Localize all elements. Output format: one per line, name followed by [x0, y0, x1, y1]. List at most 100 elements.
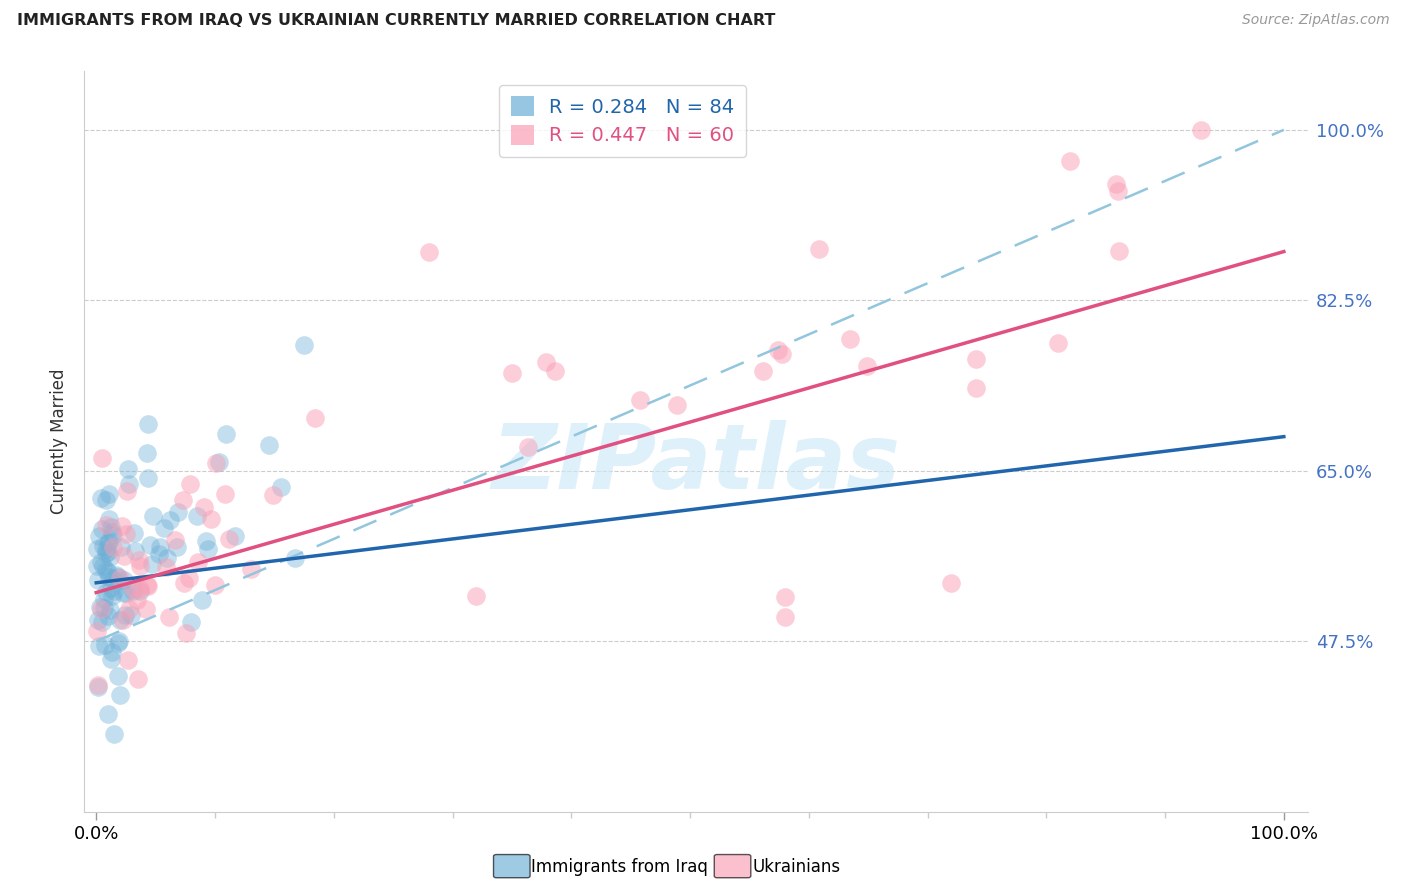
Point: [93, 638, 115, 652]
Point: [125, 593, 148, 607]
Point: [101, 527, 124, 541]
Point: [115, 527, 138, 541]
Point: [107, 570, 129, 584]
Point: [100, 652, 122, 666]
Point: [166, 504, 188, 518]
Point: [114, 608, 136, 623]
Point: [172, 493, 194, 508]
Point: [128, 558, 150, 573]
Point: [117, 476, 139, 491]
Point: [112, 549, 135, 564]
Point: [544, 364, 567, 378]
Point: [517, 440, 540, 454]
Point: [97, 487, 120, 501]
Point: [193, 500, 215, 515]
Point: [108, 571, 131, 585]
Point: [752, 364, 775, 378]
Point: [156, 551, 179, 566]
Point: [101, 645, 124, 659]
Point: [90, 615, 112, 629]
Text: IMMIGRANTS FROM IRAQ VS UKRAINIAN CURRENTLY MARRIED CORRELATION CHART: IMMIGRANTS FROM IRAQ VS UKRAINIAN CURREN…: [17, 13, 775, 29]
Point: [773, 610, 796, 624]
Point: [101, 589, 124, 603]
Point: [179, 477, 201, 491]
Point: [215, 427, 238, 442]
Point: [108, 688, 131, 702]
Point: [766, 343, 789, 357]
Point: [159, 513, 181, 527]
Point: [110, 540, 132, 554]
Point: [94, 542, 117, 557]
Point: [129, 584, 152, 599]
Point: [1059, 153, 1081, 168]
Point: [157, 610, 180, 624]
Point: [1047, 336, 1070, 351]
Point: [129, 582, 152, 596]
Point: [89, 529, 111, 543]
Point: [856, 359, 879, 374]
Point: [89, 599, 111, 614]
Point: [97, 545, 120, 559]
Point: [87, 680, 110, 694]
Y-axis label: Currently Married: Currently Married: [51, 368, 69, 515]
Point: [262, 488, 284, 502]
Point: [136, 417, 159, 431]
Point: [204, 578, 226, 592]
Point: [89, 640, 111, 654]
Point: [103, 572, 125, 586]
Point: [965, 381, 987, 395]
Point: [174, 626, 197, 640]
Point: [100, 581, 122, 595]
Point: [141, 557, 163, 571]
Point: [124, 544, 146, 558]
Point: [205, 456, 228, 470]
Text: Ukrainians: Ukrainians: [752, 858, 841, 876]
Point: [1108, 244, 1130, 258]
Point: [94, 493, 117, 508]
Point: [128, 553, 150, 567]
Point: [122, 583, 145, 598]
Point: [97, 536, 120, 550]
Point: [194, 533, 217, 548]
Point: [103, 727, 125, 741]
Point: [86, 613, 108, 627]
Point: [90, 555, 112, 569]
Point: [97, 707, 120, 722]
Point: [98, 549, 121, 564]
Point: [93, 600, 115, 615]
Point: [91, 558, 114, 573]
Point: [1107, 185, 1129, 199]
Point: [91, 539, 114, 553]
Point: [96, 584, 118, 599]
Point: [122, 525, 145, 540]
Point: [96, 518, 118, 533]
Point: [965, 351, 987, 366]
Point: [86, 559, 108, 574]
Point: [103, 584, 125, 599]
Point: [111, 519, 134, 533]
Point: [108, 634, 131, 648]
Point: [94, 563, 117, 577]
Point: [135, 446, 157, 460]
Point: [153, 521, 176, 535]
Text: ZIPatlas: ZIPatlas: [492, 420, 900, 508]
Point: [101, 541, 124, 555]
Point: [93, 592, 115, 607]
Point: [773, 591, 796, 605]
Point: [218, 533, 240, 547]
Point: [148, 547, 170, 561]
Point: [155, 560, 177, 574]
Point: [136, 577, 159, 591]
Point: [304, 411, 326, 425]
Point: [107, 669, 129, 683]
Point: [136, 471, 159, 485]
Point: [200, 512, 222, 526]
Point: [107, 635, 129, 649]
Point: [207, 455, 229, 469]
Point: [418, 244, 440, 259]
Text: Source: ZipAtlas.com: Source: ZipAtlas.com: [1241, 13, 1389, 28]
Point: [186, 508, 208, 523]
Point: [90, 602, 112, 616]
Point: [197, 542, 219, 557]
Point: [465, 589, 488, 603]
